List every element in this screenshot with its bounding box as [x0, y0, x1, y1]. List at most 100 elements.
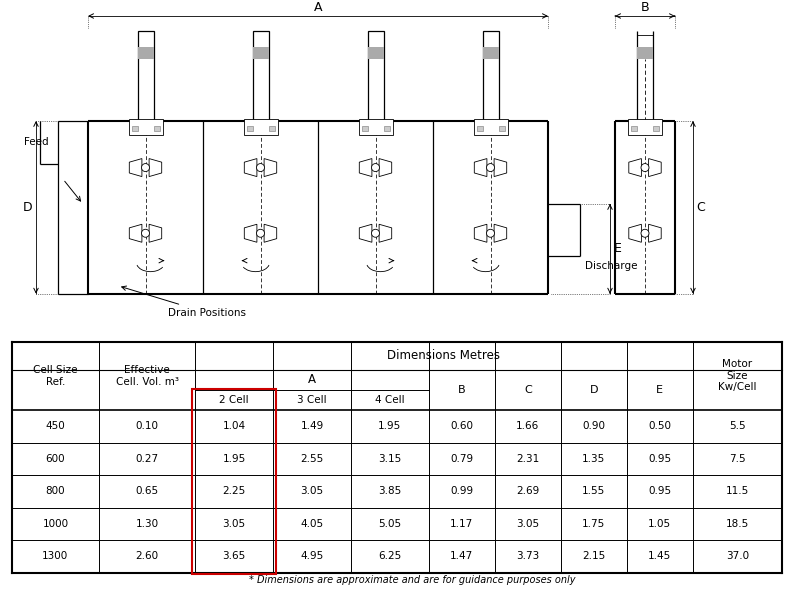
Text: 800: 800 [46, 487, 65, 497]
Polygon shape [379, 224, 392, 242]
Bar [477, 126, 482, 131]
Bar [361, 126, 367, 131]
Polygon shape [149, 158, 162, 177]
Text: 0.95: 0.95 [649, 454, 672, 464]
Text: D: D [589, 385, 598, 395]
Text: E: E [657, 385, 664, 395]
Text: B: B [641, 2, 649, 15]
Bar [628, 119, 662, 135]
Bar [482, 31, 498, 121]
Text: 1000: 1000 [42, 519, 68, 529]
Text: 0.79: 0.79 [451, 454, 474, 464]
Text: 1.04: 1.04 [223, 421, 246, 431]
Text: 1.55: 1.55 [582, 487, 605, 497]
Bar [367, 47, 383, 59]
Text: 3.05: 3.05 [516, 519, 539, 529]
Text: 0.50: 0.50 [649, 421, 672, 431]
Bar [253, 47, 268, 59]
Polygon shape [360, 158, 372, 177]
Text: 3.73: 3.73 [516, 551, 539, 561]
Ellipse shape [257, 164, 265, 171]
Polygon shape [649, 224, 661, 242]
Text: Feed: Feed [24, 137, 48, 147]
Bar [128, 119, 162, 135]
Text: A: A [308, 373, 316, 386]
Text: 0.99: 0.99 [451, 487, 474, 497]
Text: 1.47: 1.47 [450, 551, 474, 561]
Text: B: B [458, 385, 466, 395]
Text: 600: 600 [46, 454, 65, 464]
Text: 1.05: 1.05 [649, 519, 672, 529]
Text: A: A [314, 2, 322, 15]
Text: 3.85: 3.85 [379, 487, 402, 497]
Bar [268, 126, 275, 131]
Text: 2.55: 2.55 [300, 454, 324, 464]
Bar [383, 126, 390, 131]
Text: 0.90: 0.90 [582, 421, 605, 431]
Text: 0.60: 0.60 [451, 421, 474, 431]
Text: 4.05: 4.05 [300, 519, 324, 529]
Ellipse shape [641, 164, 649, 171]
Text: 3.05: 3.05 [300, 487, 324, 497]
Bar [138, 47, 154, 59]
Ellipse shape [142, 164, 150, 171]
Text: C: C [524, 385, 531, 395]
Text: 1.30: 1.30 [135, 519, 158, 529]
Bar [498, 126, 505, 131]
Bar [138, 31, 154, 121]
Bar [131, 126, 138, 131]
Text: 1.95: 1.95 [223, 454, 246, 464]
Polygon shape [264, 158, 276, 177]
Text: 5.5: 5.5 [729, 421, 745, 431]
Text: 7.5: 7.5 [729, 454, 745, 464]
Polygon shape [244, 224, 257, 242]
Bar [246, 126, 253, 131]
Polygon shape [264, 224, 276, 242]
Text: E: E [614, 242, 622, 255]
Text: 1.75: 1.75 [582, 519, 605, 529]
Ellipse shape [257, 229, 265, 237]
Text: 1.49: 1.49 [300, 421, 324, 431]
Text: 3 Cell: 3 Cell [297, 395, 327, 405]
Ellipse shape [142, 229, 150, 237]
Text: Cell Size
Ref.: Cell Size Ref. [33, 365, 78, 386]
Polygon shape [360, 224, 372, 242]
Text: 3.65: 3.65 [223, 551, 246, 561]
Ellipse shape [371, 229, 379, 237]
Text: Effective
Cell. Vol. m³: Effective Cell. Vol. m³ [116, 365, 178, 386]
Polygon shape [129, 224, 142, 242]
Bar [631, 126, 637, 131]
Polygon shape [129, 158, 142, 177]
Text: 2.69: 2.69 [516, 487, 539, 497]
Text: Drain Positions: Drain Positions [122, 286, 246, 317]
Ellipse shape [486, 229, 494, 237]
Text: 0.27: 0.27 [135, 454, 158, 464]
Polygon shape [629, 224, 642, 242]
Text: C: C [697, 201, 706, 214]
Bar [482, 47, 498, 59]
Text: 1.66: 1.66 [516, 421, 539, 431]
Text: 1.35: 1.35 [582, 454, 605, 464]
Text: Motor
Size
Kw/Cell: Motor Size Kw/Cell [718, 359, 756, 392]
Polygon shape [379, 158, 392, 177]
Text: 11.5: 11.5 [725, 487, 749, 497]
Bar [653, 126, 659, 131]
Polygon shape [494, 158, 507, 177]
Polygon shape [474, 224, 487, 242]
Text: 2.31: 2.31 [516, 454, 539, 464]
Text: 0.10: 0.10 [135, 421, 158, 431]
Polygon shape [149, 224, 162, 242]
Text: 2.15: 2.15 [582, 551, 605, 561]
Polygon shape [474, 158, 487, 177]
Ellipse shape [486, 164, 494, 171]
Polygon shape [649, 158, 661, 177]
Bar [243, 119, 277, 135]
Text: 37.0: 37.0 [725, 551, 748, 561]
Text: * Dimensions are approximate and are for guidance purposes only: * Dimensions are approximate and are for… [249, 575, 576, 585]
Bar [253, 31, 268, 121]
Text: Dimensions Metres: Dimensions Metres [387, 349, 501, 362]
Text: 3.05: 3.05 [223, 519, 246, 529]
Text: 1.95: 1.95 [379, 421, 402, 431]
Text: 0.65: 0.65 [135, 487, 158, 497]
Text: D: D [23, 201, 32, 214]
